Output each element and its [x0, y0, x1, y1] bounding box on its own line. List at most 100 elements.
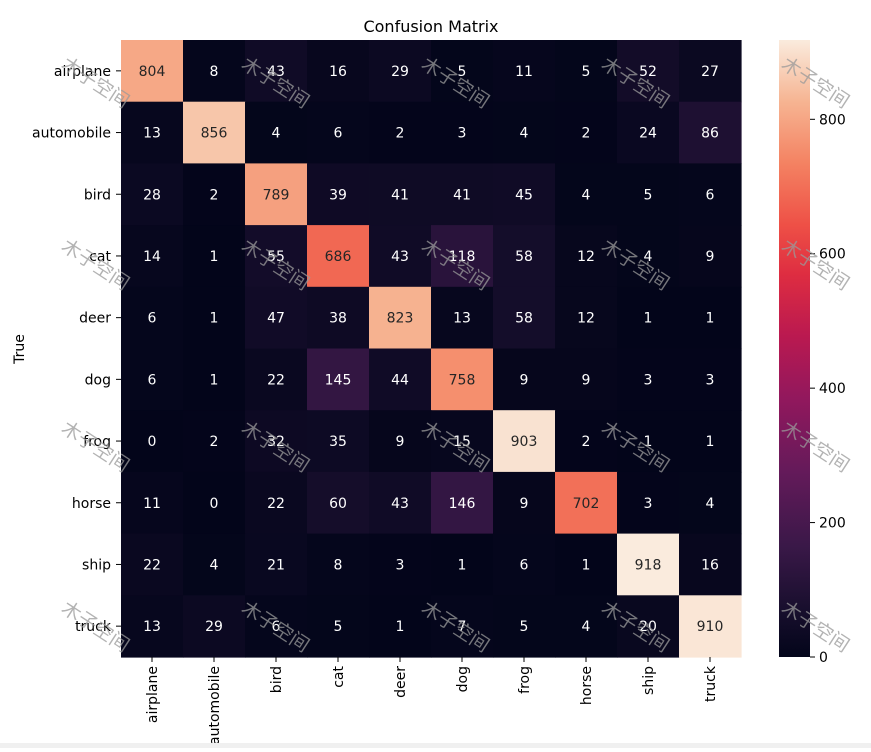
cell-value-label: 58: [515, 249, 533, 265]
y-tick-label-truck: truck: [75, 619, 112, 635]
heatmap-cell-ship-ship: [617, 533, 680, 596]
cell-value-label: 14: [143, 249, 161, 265]
cell-value-label: 16: [701, 557, 719, 573]
cell-value-label: 9: [396, 434, 405, 450]
heatmap-cell-dog-frog: [493, 348, 556, 411]
heatmap-cell-frog-airplane: [121, 410, 184, 473]
cell-value-label: 4: [210, 557, 219, 573]
x-tick-label-cat: cat: [331, 665, 347, 687]
heatmap-cell-deer-cat: [307, 286, 370, 350]
heatmap-cell-ship-frog: [493, 533, 556, 596]
cell-value-label: 16: [329, 64, 347, 80]
cell-value-label: 7: [458, 619, 467, 635]
heatmap-cell-ship-horse: [555, 533, 618, 596]
heatmap-cell-frog-frog: [493, 410, 556, 473]
heatmap-cell-dog-dog: [431, 348, 494, 411]
heatmap-cell-cat-bird: [245, 225, 308, 288]
heatmap-cell-frog-deer: [369, 410, 432, 473]
heatmap-cell-automobile-airplane: [121, 101, 184, 164]
cell-value-label: 13: [143, 126, 161, 142]
heatmap-cell-horse-truck: [679, 471, 742, 535]
cell-value-label: 22: [267, 496, 285, 512]
heatmap-cell-ship-cat: [307, 533, 370, 596]
y-tick-label-bird: bird: [84, 187, 111, 203]
cell-value-label: 5: [582, 64, 591, 80]
heatmap-cell-airplane-frog: [493, 40, 556, 103]
cell-value-label: 12: [577, 249, 595, 265]
heatmap-cell-automobile-horse: [555, 101, 618, 164]
heatmap-cell-bird-frog: [493, 163, 556, 226]
heatmap-cell-ship-bird: [245, 533, 308, 596]
cell-value-label: 6: [148, 372, 157, 388]
cell-value-label: 9: [520, 496, 529, 512]
cell-value-label: 686: [325, 249, 352, 265]
heatmap-cell-ship-truck: [679, 533, 742, 596]
cell-value-label: 8: [334, 557, 343, 573]
x-tick-label-automobile: automobile: [207, 666, 223, 745]
heatmap-cell-deer-bird: [245, 286, 308, 350]
heatmap-cell-ship-deer: [369, 533, 432, 596]
heatmap-cell-cat-automobile: [183, 225, 246, 288]
heatmap-cell-dog-deer: [369, 348, 432, 411]
cell-value-label: 55: [267, 249, 285, 265]
cell-value-label: 13: [143, 619, 161, 635]
heatmap-cell-deer-ship: [617, 286, 680, 350]
heatmap-cell-automobile-truck: [679, 101, 742, 164]
cell-value-label: 45: [515, 187, 533, 203]
cell-value-label: 0: [148, 434, 157, 450]
heatmap-cell-dog-airplane: [121, 348, 184, 411]
cell-value-label: 0: [210, 496, 219, 512]
heatmap-cell-deer-horse: [555, 286, 618, 350]
cell-value-label: 1: [706, 311, 715, 327]
heatmap-cell-dog-automobile: [183, 348, 246, 411]
cell-value-label: 6: [334, 126, 343, 142]
heatmap-cell-deer-automobile: [183, 286, 246, 350]
y-tick-label-horse: horse: [72, 496, 111, 512]
cell-value-label: 41: [453, 187, 471, 203]
colorbar: 0 200 400 600 800: [779, 40, 846, 666]
cell-value-label: 41: [391, 187, 409, 203]
cell-value-label: 1: [706, 434, 715, 450]
cell-value-label: 9: [582, 372, 591, 388]
cell-value-label: 2: [210, 187, 219, 203]
x-tick-label-ship: ship: [641, 666, 657, 695]
cell-value-label: 43: [267, 64, 285, 80]
heatmap-cell-cat-horse: [555, 225, 618, 288]
heatmap-cell-frog-dog: [431, 410, 494, 473]
heatmap-cell-truck-horse: [555, 595, 618, 658]
x-tick-label-airplane: airplane: [145, 666, 161, 723]
cell-value-label: 43: [391, 249, 409, 265]
heatmap-cell-airplane-truck: [679, 40, 742, 103]
colorbar-tick-label: 800: [819, 112, 846, 128]
x-tick-label-frog: frog: [517, 666, 533, 694]
cell-value-label: 12: [577, 311, 595, 327]
cell-value-label: 22: [267, 372, 285, 388]
x-tick-label-truck: truck: [703, 665, 719, 702]
heatmap-cell-horse-deer: [369, 471, 432, 535]
heatmap-cell-truck-automobile: [183, 595, 246, 658]
cell-value-label: 6: [272, 619, 281, 635]
heatmap-cell-automobile-automobile: [183, 101, 246, 164]
heatmap-cell-truck-airplane: [121, 595, 184, 658]
heatmap-cell-frog-horse: [555, 410, 618, 473]
heatmap-cell-bird-truck: [679, 163, 742, 226]
cell-value-label: 43: [391, 496, 409, 512]
heatmap-cell-cat-truck: [679, 225, 742, 288]
cell-value-label: 5: [520, 619, 529, 635]
heatmap-cell-automobile-bird: [245, 101, 308, 164]
heatmap-cell-airplane-airplane: [121, 40, 184, 103]
bottom-strip: [0, 743, 871, 748]
heatmap-cell-horse-ship: [617, 471, 680, 535]
heatmap-cell-automobile-frog: [493, 101, 556, 164]
heatmap-cell-airplane-ship: [617, 40, 680, 103]
heatmap-cell-dog-cat: [307, 348, 370, 411]
cell-value-label: 8: [210, 64, 219, 80]
heatmap-cell-frog-truck: [679, 410, 742, 473]
cell-value-label: 32: [267, 434, 285, 450]
heatmap-cell-truck-frog: [493, 595, 556, 658]
heatmap-cell-dog-ship: [617, 348, 680, 411]
heatmap-cell-bird-ship: [617, 163, 680, 226]
cell-value-label: 11: [515, 64, 533, 80]
cell-value-label: 29: [205, 619, 223, 635]
